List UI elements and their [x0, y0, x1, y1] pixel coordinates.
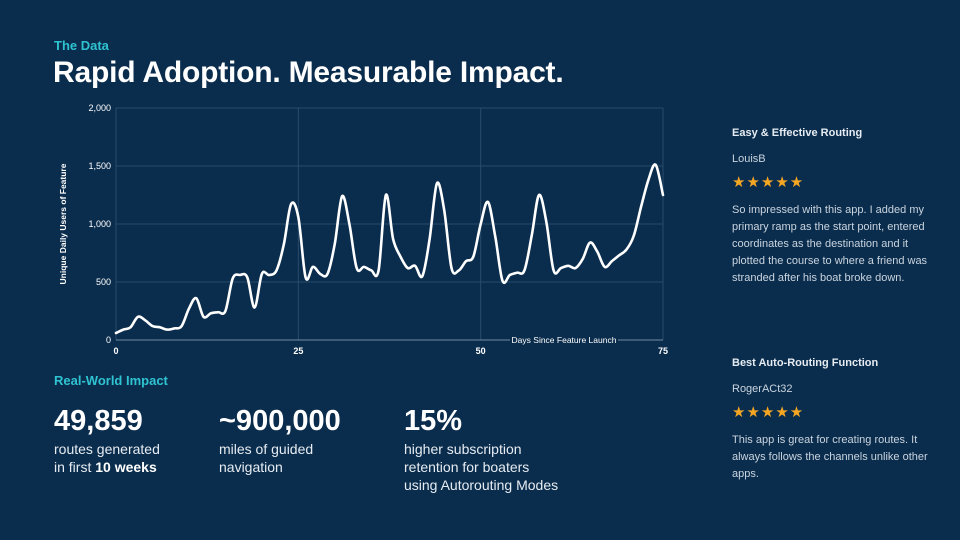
- stat-description: higher subscription retention for boater…: [404, 440, 558, 494]
- x-tick-label: 50: [476, 346, 486, 356]
- x-tick-label: 0: [113, 346, 118, 356]
- stat-desc-line: routes generated: [54, 441, 160, 457]
- review-text: So impressed with this app. I added my p…: [732, 204, 928, 284]
- stat-value: ~900,000: [219, 405, 341, 437]
- stat-desc-line: miles of guided: [219, 441, 314, 457]
- stat-routes: 49,859 routes generated in first 10 week…: [54, 404, 160, 476]
- stat-desc-line: in first 10 weeks: [54, 458, 160, 476]
- stat-desc-line: navigation: [219, 459, 283, 475]
- stat-desc-prefix: in first: [54, 459, 96, 475]
- x-tick-label: 25: [293, 346, 303, 356]
- series-line: [114, 163, 665, 335]
- stat-desc-line: higher subscription: [404, 441, 522, 457]
- stat-desc-line: using Autorouting Modes: [404, 477, 559, 493]
- stat-value: 49,859: [54, 405, 143, 437]
- review-text: This app is great for creating routes. I…: [732, 434, 928, 480]
- y-tick-label: 1,500: [88, 161, 111, 171]
- y-axis-label: Unique Daily Users of Feature: [58, 163, 68, 284]
- y-tick-label: 0: [106, 335, 111, 345]
- stat-retention: 15% higher subscription retention for bo…: [404, 404, 558, 494]
- stat-description: miles of guided navigation: [219, 440, 341, 476]
- page-title: Rapid Adoption. Measurable Impact.: [53, 56, 564, 89]
- x-axis-label: Days Since Feature Launch: [512, 335, 617, 345]
- stat-desc-line: retention for boaters: [404, 459, 530, 475]
- y-tick-label: 500: [96, 277, 111, 287]
- review-author: RogerACt32: [732, 383, 793, 395]
- stat-description: routes generated in first 10 weeks: [54, 440, 160, 476]
- review-author: LouisB: [732, 153, 766, 165]
- review-title: Best Auto-Routing Function: [732, 357, 879, 369]
- stat-miles: ~900,000 miles of guided navigation: [219, 404, 341, 476]
- review-card: Best Auto-Routing Function RogerACt32 ★★…: [732, 357, 932, 483]
- x-axis-label-background: [510, 334, 618, 346]
- y-tick-label: 2,000: [88, 103, 111, 113]
- impact-label: Real-World Impact: [54, 373, 168, 388]
- stat-desc-bold: 10 weeks: [95, 459, 157, 475]
- section-eyebrow: The Data: [54, 38, 109, 53]
- star-rating-icon: ★★★★★: [732, 174, 805, 191]
- stat-value: 15%: [404, 405, 463, 437]
- review-card: Easy & Effective Routing LouisB ★★★★★ So…: [732, 127, 932, 287]
- y-tick-label: 1,000: [88, 219, 111, 229]
- x-tick-label: 75: [658, 346, 668, 356]
- review-title: Easy & Effective Routing: [732, 127, 863, 139]
- adoption-line-chart: 0 500 1,000 1,500 2,000 0 25 50 75 Unique Daily U…: [58, 103, 668, 356]
- star-rating-icon: ★★★★★: [732, 404, 805, 421]
